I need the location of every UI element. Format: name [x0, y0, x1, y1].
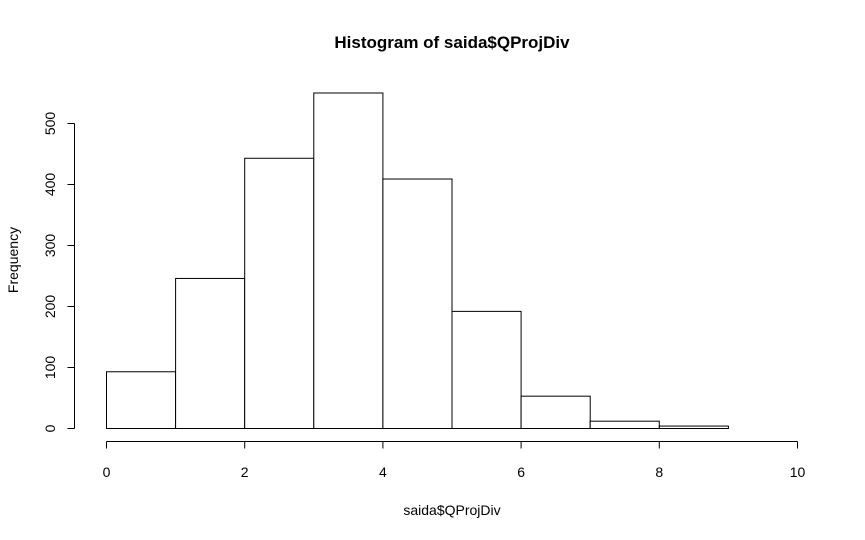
- x-axis-label: saida$QProjDiv: [403, 502, 500, 518]
- histogram-bar: [382, 178, 453, 429]
- x-tick-label: 6: [517, 464, 525, 480]
- x-tick-label: 2: [241, 464, 249, 480]
- y-tick-label: 100: [42, 356, 58, 380]
- x-axis: 0 2 4 6 8 10: [103, 441, 806, 480]
- y-axis: 0 100 200 300 400 500: [42, 112, 75, 432]
- histogram-bar: [658, 425, 729, 429]
- chart-title: Histogram of saida$QProjDiv: [334, 33, 570, 52]
- x-tick-label: 4: [379, 464, 387, 480]
- y-tick-label: 200: [42, 295, 58, 319]
- histogram-bar: [106, 371, 177, 429]
- y-tick-label: 0: [42, 424, 58, 432]
- y-tick-label: 400: [42, 173, 58, 197]
- histogram-bar: [451, 310, 522, 430]
- x-tick-label: 0: [103, 464, 111, 480]
- histogram-bar: [244, 157, 315, 430]
- y-tick-label: 500: [42, 112, 58, 136]
- histogram-bar: [520, 395, 591, 430]
- histogram-bar: [175, 277, 246, 429]
- histogram-bar: [313, 92, 384, 429]
- x-tick-label: 10: [790, 464, 806, 480]
- x-tick-label: 8: [655, 464, 663, 480]
- y-axis-label: Frequency: [5, 227, 21, 293]
- y-tick-label: 300: [42, 234, 58, 258]
- histogram-bar: [589, 420, 660, 429]
- bars-group: [106, 92, 729, 430]
